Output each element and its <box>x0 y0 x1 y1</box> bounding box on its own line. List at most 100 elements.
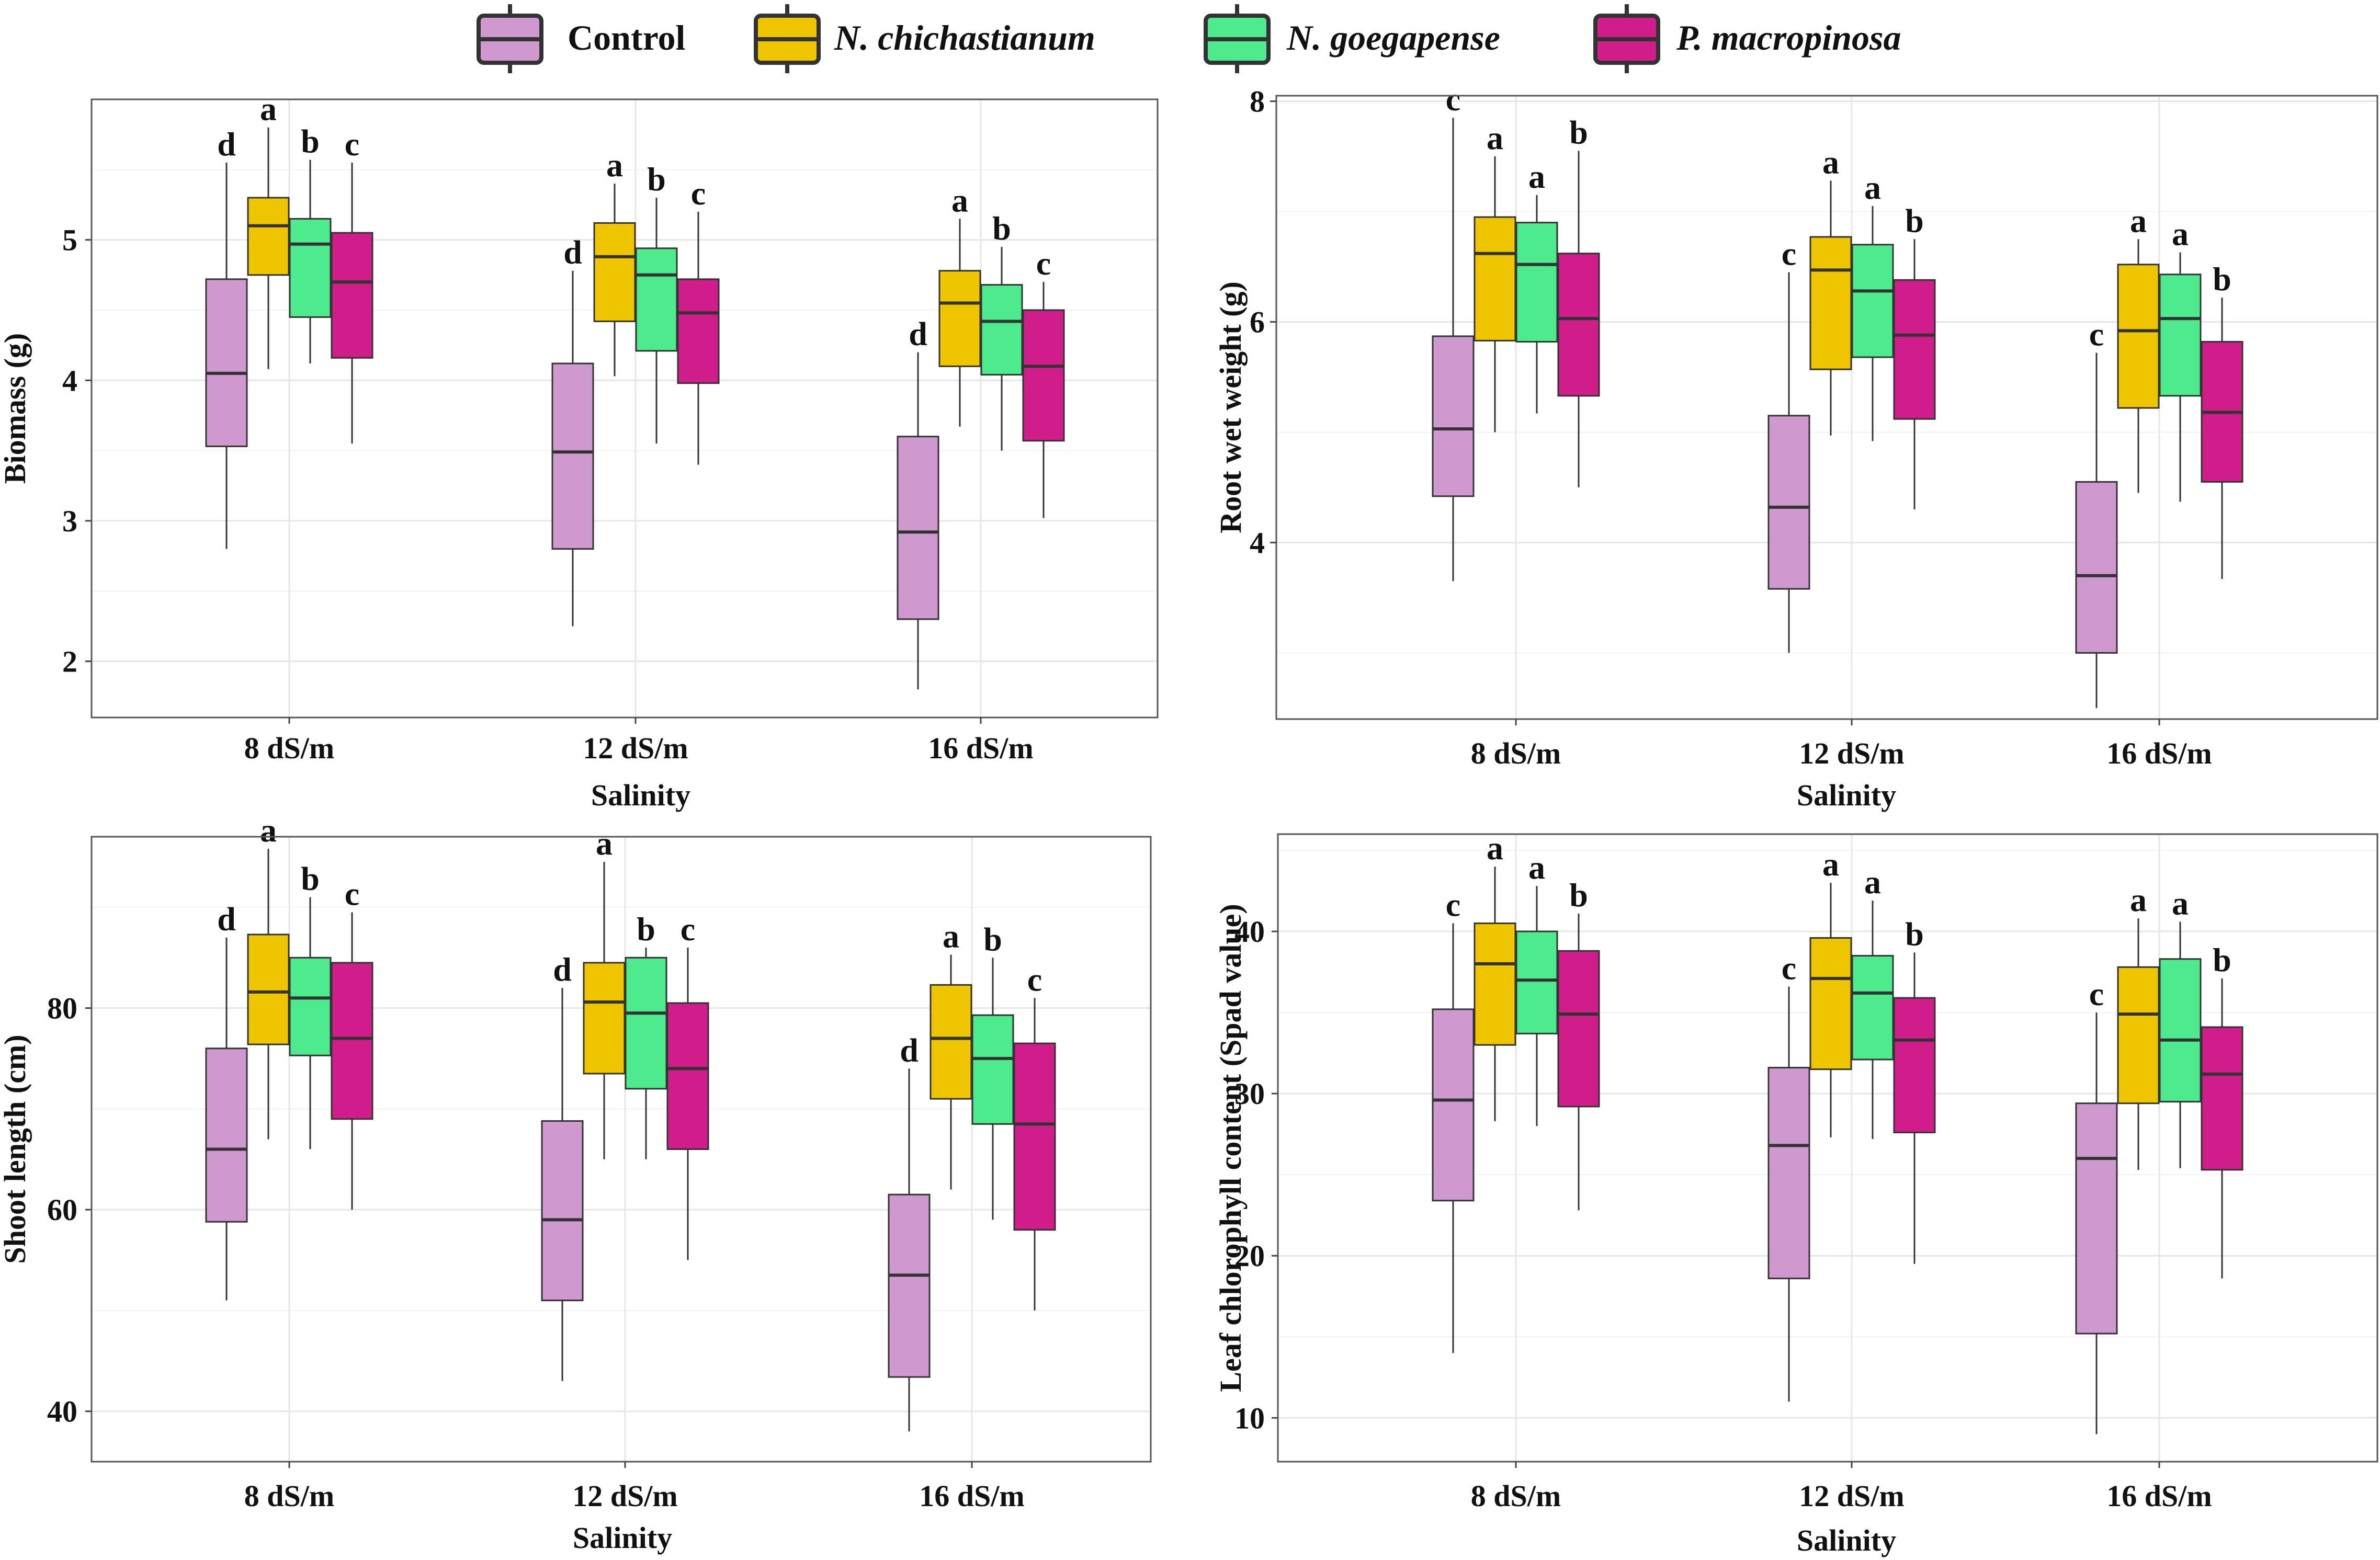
box-n-goegapense-12-ds-m: b <box>625 910 667 1159</box>
x-tick-label: 16 dS/m <box>2106 1479 2212 1513</box>
significance-letter: c <box>1446 886 1460 924</box>
significance-letter: c <box>345 875 359 913</box>
y-tick-label: 5 <box>62 223 77 257</box>
significance-letter: a <box>1822 143 1839 180</box>
x-axis-title: Salinity <box>591 778 690 812</box>
x-tick-label: 8 dS/m <box>1471 1479 1561 1513</box>
significance-letter: c <box>1036 245 1051 282</box>
box-control-8-ds-m: c <box>1432 886 1475 1353</box>
significance-letter: a <box>1864 863 1881 901</box>
significance-letter: b <box>1569 113 1588 151</box>
box-body <box>1851 244 1894 358</box>
x-tick-label: 16 dS/m <box>928 731 1033 765</box>
legend: Control N. chichastianum N. goegapense P. m… <box>477 4 1901 73</box>
box-control-12-ds-m: d <box>551 234 594 627</box>
legend-item-n-chichastianum: N. chichastianum <box>754 4 1095 73</box>
box-n-chichastianum-16-ds-m: a <box>2117 202 2160 493</box>
y-tick-label: 8 <box>1250 85 1265 119</box>
box-body <box>971 1014 1014 1125</box>
significance-letter: d <box>217 126 236 163</box>
significance-letter: c <box>345 126 359 163</box>
significance-letter: d <box>553 951 572 988</box>
x-tick-label: 12 dS/m <box>583 731 688 765</box>
box-body <box>289 957 332 1056</box>
significance-letter: a <box>1487 119 1503 156</box>
significance-letter: b <box>2213 260 2231 298</box>
box-n-goegapense-16-ds-m: b <box>971 920 1014 1220</box>
box-control-8-ds-m: c <box>1432 81 1475 582</box>
box-body <box>980 284 1023 376</box>
box-body <box>1893 997 1936 1134</box>
box-n-chichastianum-16-ds-m: a <box>2117 881 2160 1170</box>
box-body <box>2117 966 2160 1104</box>
x-axis-title: Salinity <box>1797 1523 1896 1557</box>
box-body <box>331 962 373 1120</box>
x-tick-label: 16 dS/m <box>2106 736 2212 770</box>
plot-frame <box>1275 95 2378 720</box>
box-n-chichastianum-8-ds-m: a <box>1474 829 1516 1121</box>
significance-letter: a <box>1528 158 1545 195</box>
significance-letter: d <box>563 234 582 271</box>
x-tick-label: 8 dS/m <box>244 731 334 765</box>
x-tick-label: 8 dS/m <box>244 1479 334 1513</box>
box-body <box>1022 309 1065 442</box>
significance-letter: a <box>1487 829 1503 867</box>
significance-letter: a <box>596 825 613 862</box>
y-tick-label: 6 <box>1250 305 1265 339</box>
plot-background <box>92 99 1158 718</box>
significance-letter: b <box>992 210 1011 247</box>
box-body <box>205 278 248 448</box>
significance-letter: a <box>2172 215 2189 253</box>
box-control-16-ds-m: c <box>2075 316 2118 708</box>
box-body <box>1557 253 1600 397</box>
box-control-8-ds-m: d <box>205 901 248 1301</box>
significance-letter: b <box>301 860 320 897</box>
box-n-goegapense-16-ds-m: b <box>980 210 1023 451</box>
legend-label: P. macropinosa <box>1676 18 1901 58</box>
box-p-macropinosa-16-ds-m: c <box>1022 245 1065 518</box>
box-body <box>205 1047 248 1223</box>
x-tick-label: 12 dS/m <box>1799 1479 1904 1513</box>
significance-letter: a <box>943 918 959 955</box>
box-body <box>1474 923 1516 1046</box>
box-p-macropinosa-12-ds-m: b <box>1893 202 1936 510</box>
y-tick-label: 10 <box>1234 1401 1265 1435</box>
plot-frame <box>1277 833 2378 1463</box>
significance-letter: a <box>606 146 623 184</box>
significance-letter: b <box>2213 941 2231 978</box>
x-tick-label: 12 dS/m <box>1799 736 1904 770</box>
significance-letter: b <box>1569 876 1588 914</box>
significance-letter: d <box>217 901 236 938</box>
y-tick-label: 20 <box>1234 1239 1265 1273</box>
box-body <box>2117 264 2160 409</box>
significance-letter: b <box>983 920 1002 958</box>
legend-label: N. chichastianum <box>834 18 1095 58</box>
legend-item-n-goegapense: N. goegapense <box>1204 4 1500 73</box>
box-body <box>541 1120 584 1302</box>
box-body <box>1893 279 1936 420</box>
box-body <box>247 933 290 1045</box>
box-body <box>1809 236 1852 370</box>
x-tick-label: 12 dS/m <box>572 1479 677 1513</box>
box-p-macropinosa-8-ds-m: b <box>1557 876 1600 1211</box>
box-n-goegapense-12-ds-m: a <box>1851 169 1894 441</box>
significance-letter: b <box>637 910 655 948</box>
box-body <box>331 232 373 359</box>
y-tick-label: 40 <box>1234 915 1265 949</box>
box-body <box>677 278 720 384</box>
box-n-chichastianum-16-ds-m: a <box>938 181 981 427</box>
box-n-chichastianum-8-ds-m: a <box>1474 119 1516 432</box>
legend-item-p-macropinosa: P. macropinosa <box>1593 4 1901 73</box>
box-body <box>583 962 626 1075</box>
box-body <box>2159 958 2202 1103</box>
box-n-chichastianum-12-ds-m: a <box>583 825 626 1159</box>
significance-letter: a <box>1822 846 1839 883</box>
y-tick-label: 40 <box>47 1395 77 1429</box>
box-n-goegapense-8-ds-m: b <box>289 860 332 1149</box>
box-p-macropinosa-8-ds-m: c <box>331 875 373 1210</box>
y-tick-label: 60 <box>47 1193 77 1227</box>
